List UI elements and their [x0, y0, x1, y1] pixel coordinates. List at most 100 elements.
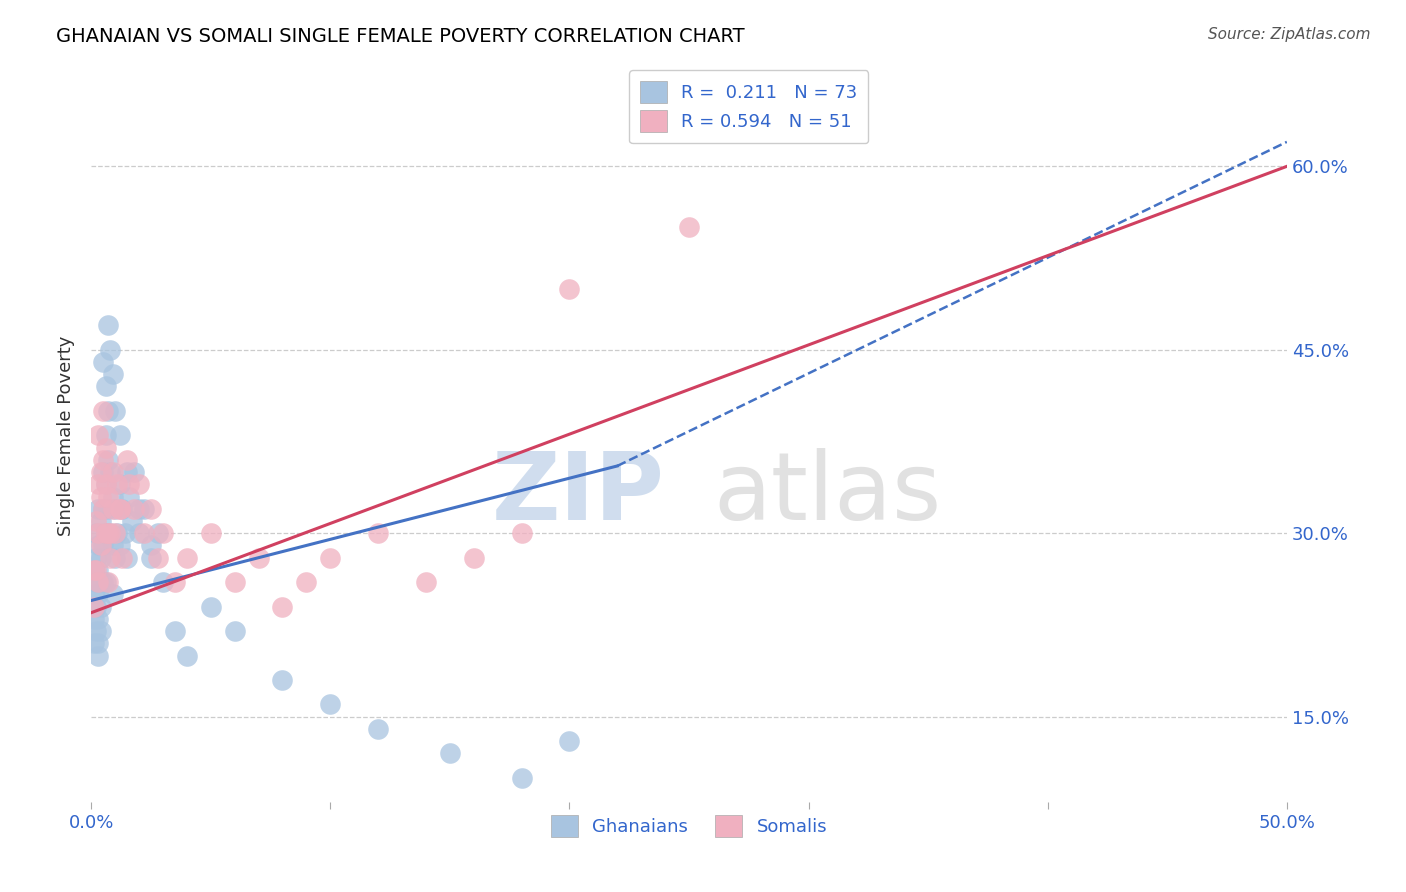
Point [83, 587, 105, 601]
Point [510, 526, 533, 541]
Point [91, 575, 114, 590]
Point [128, 501, 150, 516]
Point [97, 490, 120, 504]
Point [101, 368, 124, 382]
Point [115, 550, 138, 565]
Point [176, 648, 198, 663]
Point [94, 526, 117, 541]
Point [83, 563, 105, 577]
Point [107, 477, 129, 491]
Point [319, 698, 342, 712]
Point [163, 575, 186, 590]
Point [139, 550, 162, 565]
Point [121, 514, 143, 528]
Point [104, 550, 127, 565]
Point [439, 747, 461, 761]
Point [94, 477, 117, 491]
Point [118, 477, 141, 491]
Y-axis label: Single Female Poverty: Single Female Poverty [58, 335, 75, 535]
Point [84, 563, 107, 577]
Point [83, 563, 105, 577]
Point [90, 465, 112, 479]
Point [91, 465, 114, 479]
Text: GHANAIAN VS SOMALI SINGLE FEMALE POVERTY CORRELATION CHART: GHANAIAN VS SOMALI SINGLE FEMALE POVERTY… [56, 27, 745, 45]
Point [97, 318, 120, 333]
Point [115, 453, 138, 467]
Point [108, 501, 131, 516]
Point [224, 624, 246, 638]
Point [108, 538, 131, 552]
Point [104, 501, 127, 516]
Point [94, 379, 117, 393]
Point [91, 404, 114, 418]
Point [367, 722, 389, 736]
Point [139, 501, 162, 516]
Point [295, 575, 318, 590]
Point [463, 550, 485, 565]
Point [139, 538, 162, 552]
Point [101, 490, 124, 504]
Point [97, 501, 120, 516]
Point [90, 599, 112, 614]
Point [367, 526, 389, 541]
Point [87, 575, 110, 590]
Point [146, 550, 169, 565]
Point [101, 465, 124, 479]
Point [108, 428, 131, 442]
Point [90, 550, 112, 565]
Point [115, 465, 138, 479]
Point [104, 526, 127, 541]
Point [97, 404, 120, 418]
Point [101, 501, 124, 516]
Text: Source: ZipAtlas.com: Source: ZipAtlas.com [1208, 27, 1371, 42]
Point [146, 526, 169, 541]
Point [111, 550, 134, 565]
Point [87, 428, 110, 442]
Point [90, 575, 112, 590]
Point [98, 526, 121, 541]
Point [98, 526, 121, 541]
Point [224, 575, 246, 590]
Point [90, 490, 112, 504]
Point [132, 501, 155, 516]
Point [101, 538, 124, 552]
Point [83, 636, 105, 650]
Point [200, 599, 222, 614]
Legend: Ghanaians, Somalis: Ghanaians, Somalis [544, 808, 835, 845]
Point [84, 514, 107, 528]
Point [87, 587, 110, 601]
Point [163, 624, 186, 638]
Point [319, 550, 342, 565]
Point [91, 453, 114, 467]
Text: ZIP: ZIP [492, 448, 665, 540]
Point [128, 526, 150, 541]
Point [98, 465, 121, 479]
Point [84, 526, 107, 541]
Point [91, 538, 114, 552]
Point [104, 404, 127, 418]
Point [84, 624, 107, 638]
Point [98, 550, 121, 565]
Point [128, 477, 150, 491]
Point [94, 477, 117, 491]
Point [90, 514, 112, 528]
Point [98, 343, 121, 357]
Point [90, 624, 112, 638]
Point [87, 501, 110, 516]
Point [87, 636, 110, 650]
Point [415, 575, 437, 590]
Point [87, 538, 110, 552]
Point [90, 538, 112, 552]
Point [558, 734, 581, 748]
Point [84, 599, 107, 614]
Point [271, 599, 294, 614]
Point [84, 575, 107, 590]
Point [101, 587, 124, 601]
Point [94, 441, 117, 455]
Point [83, 599, 105, 614]
Point [91, 501, 114, 516]
Point [132, 526, 155, 541]
Point [97, 526, 120, 541]
Point [94, 428, 117, 442]
Point [97, 453, 120, 467]
